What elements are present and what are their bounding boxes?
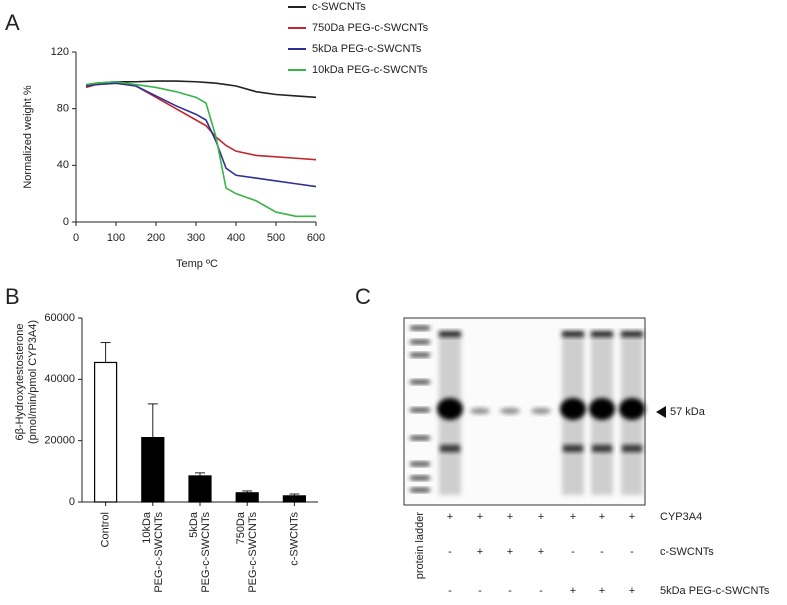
legend-label: 750Da PEG-c-SWCNTs	[312, 22, 429, 34]
arrow	[656, 406, 666, 418]
x-tick-label: 200	[147, 232, 165, 244]
y-axis-label: (pmol/min/pmol CYP3A4)	[27, 320, 39, 444]
panel-letter: B	[5, 284, 20, 309]
row-sign: -	[539, 585, 543, 597]
band-low	[563, 445, 583, 452]
band-faint	[531, 408, 551, 414]
band-low	[622, 445, 642, 452]
ladder-band	[410, 462, 430, 466]
row-sign: +	[629, 511, 635, 523]
x-tick-label: 400	[227, 232, 245, 244]
row-sign: -	[448, 546, 452, 558]
row-sign: +	[599, 585, 605, 597]
row-sign: -	[600, 546, 604, 558]
row-sign: +	[507, 511, 513, 523]
legend-label: 5kDa PEG-c-SWCNTs	[312, 43, 422, 55]
panel-letter: A	[5, 10, 20, 35]
row-sign: +	[629, 585, 635, 597]
bar	[93, 361, 118, 503]
y-tick-label: 0	[63, 216, 69, 228]
x-axis-label: Temp ºC	[176, 258, 218, 270]
row-sign: +	[538, 511, 544, 523]
row-sign: +	[477, 546, 483, 558]
band-faint	[500, 408, 520, 414]
y-tick-label: 40	[57, 159, 69, 171]
y-axis-label: 6β-Hydroxytestosterone	[14, 324, 26, 441]
row-sign: +	[599, 511, 605, 523]
row-sign: +	[570, 585, 576, 597]
ladder-band	[410, 488, 430, 492]
row-sign: +	[447, 511, 453, 523]
x-tick-label: 300	[187, 232, 205, 244]
x-tick-label: Control	[100, 512, 112, 547]
ladder-band	[410, 476, 430, 480]
band-top	[439, 331, 461, 337]
row-sign: +	[477, 511, 483, 523]
legend-label: 10kDa PEG-c-SWCNTs	[312, 64, 428, 76]
y-tick-label: 80	[57, 103, 69, 115]
series-line	[85, 82, 317, 188]
ladder-band	[410, 326, 430, 330]
bar	[282, 495, 306, 503]
row-label: c-SWCNTs	[660, 546, 714, 558]
row-sign: -	[478, 585, 482, 597]
ladder-band	[410, 340, 430, 344]
band-top	[591, 331, 613, 337]
panel-letter: C	[355, 284, 371, 309]
band-low	[592, 445, 612, 452]
blot-marker: 57 kDa	[670, 406, 706, 418]
series-line	[85, 80, 317, 99]
row-sign: -	[448, 585, 452, 597]
legend-label: c-SWCNTs	[312, 1, 366, 13]
x-tick-label: 5kDaPEG-c-SWCNTs	[188, 511, 212, 593]
x-tick-label: 100	[107, 232, 125, 244]
row-sign: -	[630, 546, 634, 558]
bar	[235, 492, 259, 503]
ladder-band	[410, 436, 430, 440]
y-tick-label: 120	[51, 46, 69, 58]
y-tick-label: 60000	[44, 312, 75, 324]
x-tick-label: 0	[73, 232, 79, 244]
row-sign: +	[507, 546, 513, 558]
x-tick-label: 750DaPEG-c-SWCNTs	[235, 511, 259, 593]
band-main	[560, 398, 586, 420]
x-tick-label: 10kDaPEG-c-SWCNTs	[141, 511, 165, 593]
row-sign: +	[570, 511, 576, 523]
y-tick-label: 20000	[44, 435, 75, 447]
bar	[188, 475, 212, 503]
band-main	[619, 398, 645, 420]
y-tick-label: 40000	[44, 373, 75, 385]
x-tick-label: c-SWCNTs	[288, 512, 300, 566]
ladder-label: protein ladder	[414, 512, 426, 580]
series-line	[85, 80, 316, 218]
band-top	[562, 331, 584, 337]
y-axis-label: Normalized weight %	[22, 85, 34, 189]
ladder-band	[410, 353, 430, 357]
row-sign: +	[538, 546, 544, 558]
ladder-band	[410, 380, 430, 384]
ladder-band	[410, 408, 430, 412]
band-faint	[470, 408, 490, 414]
row-sign: -	[508, 585, 512, 597]
y-tick-label: 0	[69, 496, 75, 508]
x-tick-label: 500	[267, 232, 285, 244]
row-label: 5kDa PEG-c-SWCNTs	[660, 585, 770, 597]
blot-image	[403, 317, 646, 506]
row-label: CYP3A4	[660, 511, 702, 523]
band-top	[621, 331, 643, 337]
band-main	[589, 398, 615, 420]
band-main	[437, 398, 463, 420]
row-sign: -	[571, 546, 575, 558]
band-low	[440, 445, 460, 452]
x-tick-label: 600	[307, 232, 325, 244]
bar	[141, 437, 165, 503]
